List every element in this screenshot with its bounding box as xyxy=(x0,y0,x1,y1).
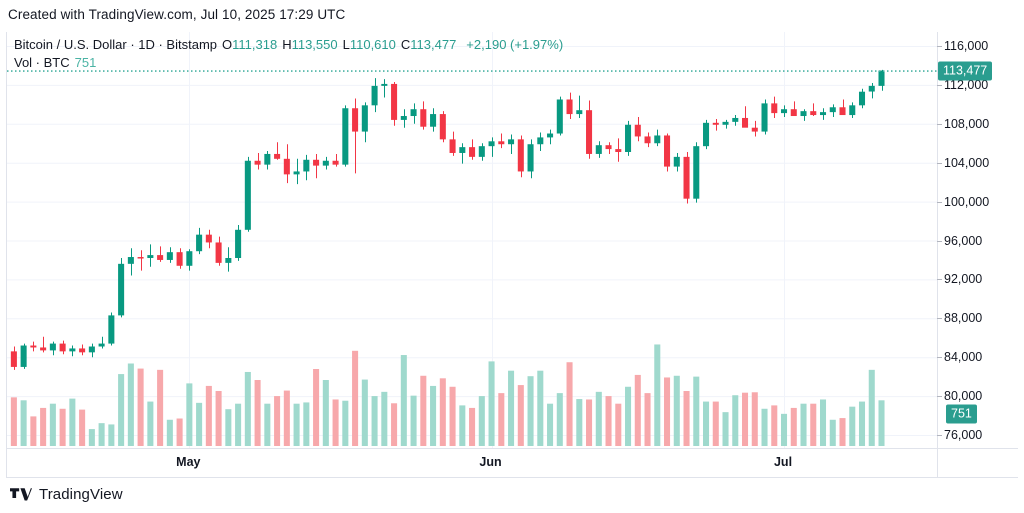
legend-volume-label: Vol · BTC xyxy=(14,55,70,70)
time-axis-bottom-line xyxy=(6,477,1018,478)
price-pane xyxy=(7,32,938,448)
time-tick-label: Jun xyxy=(479,455,502,469)
price-tick-label: 108,000 xyxy=(944,116,990,131)
legend-high-value: 113,550 xyxy=(291,37,338,52)
price-tick-mark xyxy=(937,279,942,281)
candlestick-chart-svg xyxy=(7,32,938,448)
price-tick-label: 96,000 xyxy=(944,233,983,248)
chart-legend: Bitcoin / U.S. Dollar · 1D · Bitstamp O11… xyxy=(14,36,563,71)
price-tick-mark xyxy=(937,201,942,203)
legend-close-label: C xyxy=(400,37,411,52)
footer-brand: TradingView xyxy=(10,486,123,503)
price-tick-label: 104,000 xyxy=(944,155,990,170)
price-tick-mark xyxy=(937,162,942,164)
legend-change-value: +2,190 (+1.97%) xyxy=(466,37,564,52)
legend-volume-value: 751 xyxy=(74,55,97,70)
legend-low-value: 110,610 xyxy=(349,37,396,52)
legend-symbol-label: Bitcoin / U.S. Dollar · 1D · Bitstamp xyxy=(14,37,217,52)
price-tick-mark xyxy=(937,396,942,398)
price-tick-mark xyxy=(937,84,942,86)
price-tick-mark xyxy=(937,240,942,242)
price-tick-label: 116,000 xyxy=(944,39,989,53)
price-tick-label: 88,000 xyxy=(944,311,983,326)
price-axis-divider xyxy=(937,32,938,477)
legend-high-label: H xyxy=(282,37,292,52)
time-axis[interactable]: May Jun Jul xyxy=(0,450,937,477)
time-tick-label: Jul xyxy=(773,455,793,469)
price-axis[interactable]: 116,000 112,000 108,000 104,000 100,000 96,00… xyxy=(937,32,1024,477)
price-tick-label: 92,000 xyxy=(944,272,983,287)
legend-open-label: O xyxy=(222,37,233,52)
legend-close-value: 113,477 xyxy=(410,37,457,52)
price-tick-mark xyxy=(937,123,942,125)
legend-low-label: L xyxy=(342,37,350,52)
legend-open-value: 111,318 xyxy=(232,37,278,52)
legend-symbol-row[interactable]: Bitcoin / U.S. Dollar · 1D · Bitstamp O11… xyxy=(14,36,563,53)
time-tick-label: May xyxy=(176,455,201,469)
price-tick-mark xyxy=(937,357,942,359)
price-tick-label: 100,000 xyxy=(944,194,990,209)
price-tick-label: 80,000 xyxy=(944,389,983,404)
chart-frame xyxy=(6,32,1018,477)
attribution-text: Created with TradingView.com, Jul 10, 20… xyxy=(8,7,346,22)
tradingview-wordmark: TradingView xyxy=(39,486,123,503)
time-axis-top-line xyxy=(6,448,1018,449)
price-tick-mark xyxy=(937,46,942,47)
price-tick-label: 76,000 xyxy=(944,428,983,442)
price-tick-mark xyxy=(937,318,942,320)
price-tick-mark xyxy=(937,435,942,436)
price-tick-label: 112,000 xyxy=(944,77,989,92)
last-volume-badge[interactable]: 751 xyxy=(946,404,977,424)
price-tick-label: 84,000 xyxy=(944,350,983,365)
tradingview-logo-icon xyxy=(10,487,32,500)
last-price-badge[interactable]: 113,477 xyxy=(938,61,993,81)
legend-volume-row[interactable]: Vol · BTC 751 xyxy=(14,54,563,71)
